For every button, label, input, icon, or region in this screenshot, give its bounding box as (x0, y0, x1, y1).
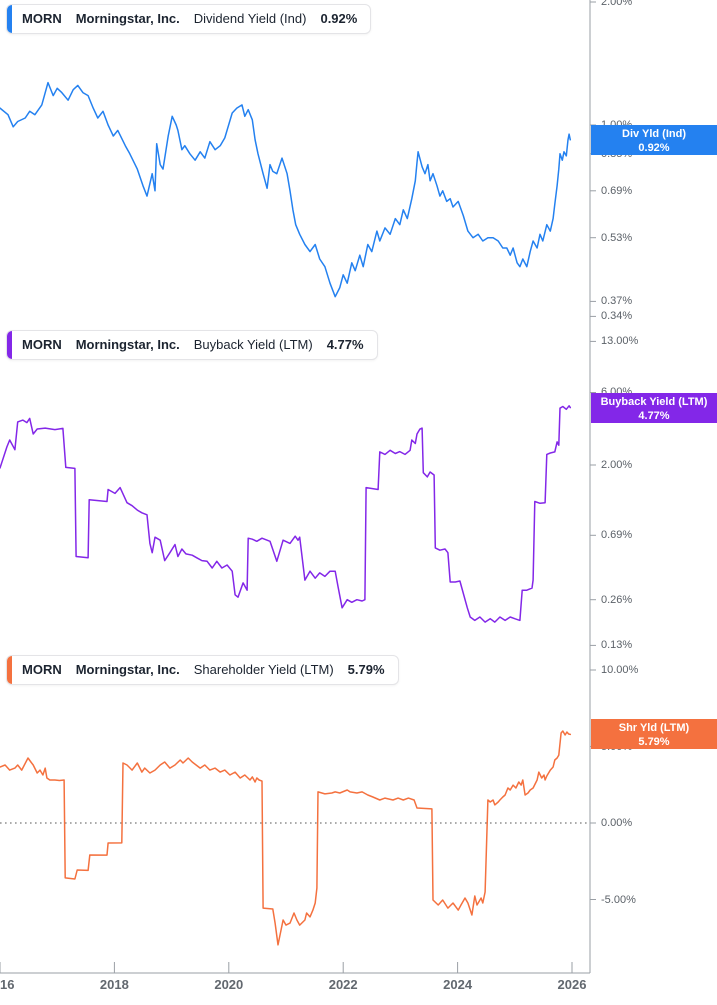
last-value-badge-shareholder-yield: Shr Yld (LTM) 5.79% (591, 719, 717, 750)
x-axis-year-label: 2018 (99, 977, 129, 992)
x-axis-year-label: 2016 (0, 977, 15, 992)
y-axis-tick-label: 2.00% (601, 0, 633, 8)
y-axis-tick-label: 10.00% (601, 664, 639, 676)
metric-name: Buyback Yield (LTM) (193, 337, 313, 352)
series-line-dividend-yield (0, 81, 572, 298)
metric-name: Shareholder Yield (LTM) (193, 662, 334, 677)
y-axis-tick-label: 0.34% (601, 310, 633, 323)
chart-header-shareholder-yield: MORN Morningstar, Inc. Shareholder Yield (… (6, 655, 399, 685)
last-value-badge-dividend-yield: Div Yld (Ind) 0.92% (591, 124, 717, 155)
series-line-shareholder-yield (0, 730, 572, 946)
y-axis-tick-label: 0.69% (601, 529, 633, 542)
chart-header-dividend-yield: MORN Morningstar, Inc. Dividend Yield (Ind… (6, 4, 372, 34)
y-axis-tick-label: -5.00% (601, 893, 636, 906)
company-name: Morningstar, Inc. (75, 662, 180, 677)
badge-label: Div Yld (Ind) (622, 127, 686, 140)
badge-value: 5.79% (638, 736, 670, 749)
x-axis-year-label: 2026 (557, 977, 587, 992)
series-line-buyback-yield (0, 405, 572, 623)
ticker: MORN (22, 337, 62, 352)
y-axis-tick-label: 0.13% (601, 639, 633, 652)
metric-value: 5.79% (347, 662, 385, 677)
ticker: MORN (22, 11, 62, 26)
badge-label: Shr Yld (LTM) (618, 722, 690, 735)
y-axis-tick-label: 0.69% (601, 184, 633, 197)
x-axis-year-label: 2022 (328, 977, 358, 992)
accent-bar-buyback-yield (7, 331, 12, 359)
badge-label: Buyback Yield (LTM) (600, 395, 708, 408)
metric-name: Dividend Yield (Ind) (193, 11, 307, 26)
y-axis-tick-label: 13.00% (601, 335, 639, 348)
badge-value: 0.92% (638, 141, 670, 154)
x-axis-year-label: 2024 (443, 977, 473, 992)
last-value-badge-buyback-yield: Buyback Yield (LTM) 4.77% (591, 392, 717, 423)
metric-value: 0.92% (320, 11, 358, 26)
chart-header-buyback-yield: MORN Morningstar, Inc. Buyback Yield (LTM)… (6, 330, 378, 360)
y-axis-tick-label: 0.37% (601, 295, 633, 308)
metric-value: 4.77% (326, 337, 364, 352)
y-axis-tick-label: 2.00% (601, 459, 633, 471)
ticker: MORN (22, 662, 62, 677)
accent-bar-dividend-yield (7, 5, 12, 33)
y-axis-tick-label: 0.00% (601, 817, 633, 829)
y-axis-tick-label: 0.53% (601, 231, 633, 244)
badge-value: 4.77% (638, 409, 670, 422)
company-name: Morningstar, Inc. (75, 337, 180, 352)
x-axis-year-label: 2020 (214, 977, 244, 992)
accent-bar-shareholder-yield (7, 656, 12, 684)
company-name: Morningstar, Inc. (75, 11, 180, 26)
y-axis-tick-label: 0.26% (601, 593, 633, 606)
